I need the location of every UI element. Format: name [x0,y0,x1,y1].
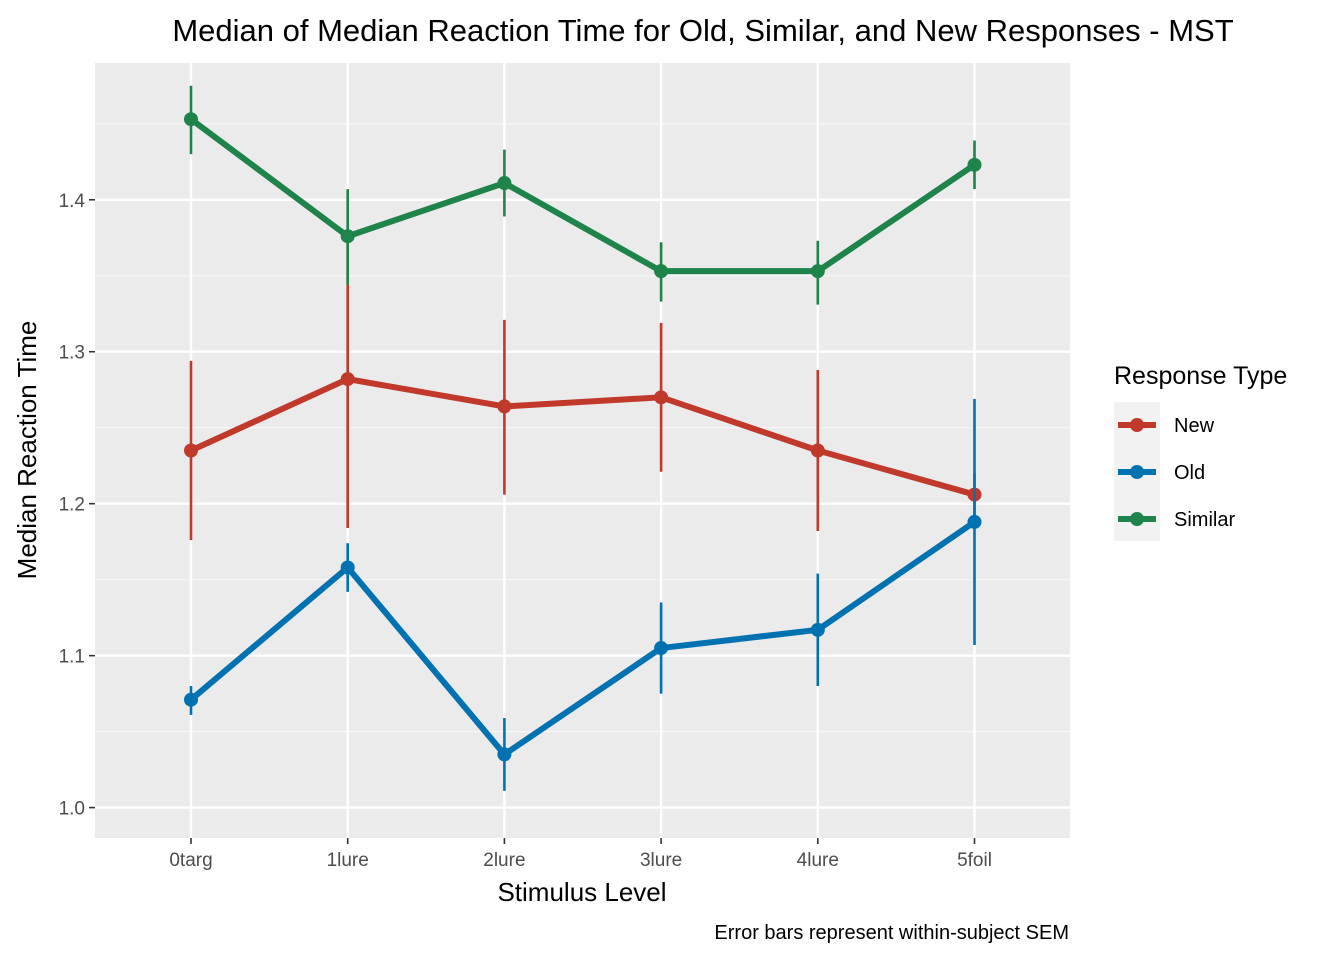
data-point-similar [497,176,512,191]
data-point-old [810,622,825,637]
y-tick-label: 1.0 [59,799,85,820]
data-point-new [810,443,825,458]
series-line-new [189,376,976,498]
y-tick-label: 1.1 [59,647,85,668]
x-tick-label: 3lure [640,850,682,871]
legend-title: Response Type [1114,362,1287,390]
data-point-similar [810,264,825,279]
data-point-similar [654,264,669,279]
legend: Response Type New Old Similar [1114,362,1287,541]
data-point-new [654,390,669,405]
x-tick-label: 0targ [169,850,212,871]
data-point-similar [340,229,355,244]
y-axis: 1.0 1.1 1.2 1.3 1.4 [59,191,95,820]
legend-label-old: Old [1174,462,1205,484]
series-old [184,398,982,791]
data-point-old [967,514,982,529]
data-point-old [184,692,198,707]
x-tick-label: 2lure [483,850,525,871]
series-line-similar [189,116,977,275]
chart-title: Median of Median Reaction Time for Old, … [172,13,1233,48]
data-point-similar [967,157,982,172]
y-axis-title: Median Reaction Time [12,321,42,580]
chart-caption: Error bars represent within-subject SEM [714,922,1069,944]
y-tick-label: 1.3 [59,343,85,364]
x-tick-label: 4lure [797,850,839,871]
plot-panel [95,63,1070,838]
series-similar [184,85,982,305]
grid-minor [95,123,1070,733]
legend-items: New Old Similar [1118,415,1235,531]
x-tick-label: 1lure [327,850,369,871]
data-point-new [497,399,512,414]
data-point-new [184,443,198,458]
x-tick-label: 5foil [957,850,992,871]
legend-key-point-similar [1130,512,1144,526]
y-tick-label: 1.4 [59,191,86,212]
y-tick-label: 1.2 [59,495,85,516]
series-line-old [189,519,977,758]
data-point-similar [184,112,198,127]
data-point-old [497,747,512,762]
data-point-old [654,641,669,656]
legend-key-point-old [1130,465,1144,479]
legend-label-new: New [1174,415,1215,437]
data-point-new [340,372,355,387]
x-axis: 0targ 1lure 2lure 3lure 4lure 5foil [169,838,992,871]
legend-key-point-new [1130,418,1144,432]
x-axis-title: Stimulus Level [497,877,666,907]
series-layer [184,85,982,791]
legend-label-similar: Similar [1174,509,1235,531]
data-point-old [340,560,355,575]
